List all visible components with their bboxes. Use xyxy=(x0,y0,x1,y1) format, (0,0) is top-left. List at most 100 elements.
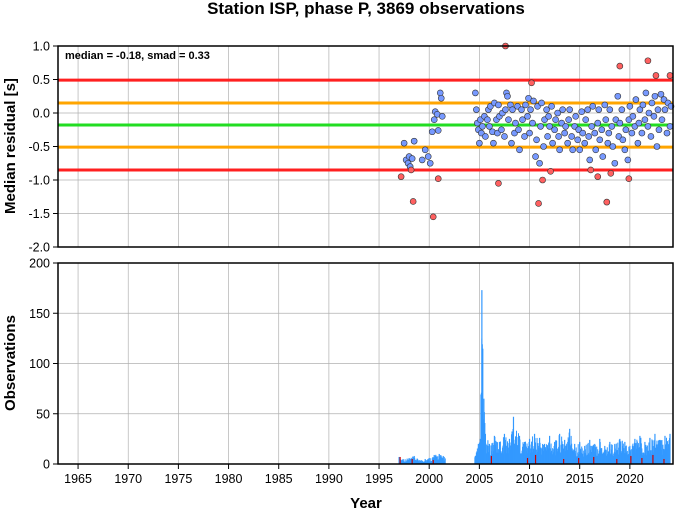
residual-point xyxy=(438,113,446,120)
residual-point xyxy=(437,94,445,102)
residual-point xyxy=(486,123,493,130)
residual-point xyxy=(495,101,502,109)
residual-point xyxy=(566,106,573,113)
residual-point xyxy=(589,103,597,110)
residual-point xyxy=(544,133,551,140)
residual-point xyxy=(569,146,576,154)
residual-point xyxy=(564,139,571,147)
residual-point xyxy=(407,166,415,174)
residual-point xyxy=(629,113,637,120)
residual-point xyxy=(428,128,436,136)
residual-point xyxy=(608,123,616,130)
residual-point xyxy=(578,108,586,115)
residual-point xyxy=(595,106,603,113)
top-panel-points xyxy=(397,42,675,221)
residual-point xyxy=(625,175,633,182)
bottom-y-tick-label: 200 xyxy=(29,257,50,271)
residual-point xyxy=(518,106,525,113)
residual-point xyxy=(601,101,609,109)
top-y-tick-label: 0.5 xyxy=(33,73,50,87)
residual-point xyxy=(632,96,640,103)
residual-point xyxy=(639,101,647,109)
residual-point xyxy=(635,119,643,127)
x-tick-label: 2000 xyxy=(415,472,443,486)
residual-point xyxy=(628,129,636,137)
residual-point xyxy=(614,92,622,100)
residual-point xyxy=(508,139,515,147)
residual-point xyxy=(579,129,587,137)
chart-title: Station ISP, phase P, 3869 observations xyxy=(207,0,525,18)
residual-point xyxy=(621,146,629,154)
residual-point xyxy=(611,159,619,167)
top-y-axis-label: Median residual [s] xyxy=(2,78,19,214)
residual-point xyxy=(551,126,558,134)
x-tick-label: 2005 xyxy=(465,472,493,486)
residual-point xyxy=(657,90,665,98)
residual-point xyxy=(473,106,480,113)
residual-point xyxy=(525,94,532,102)
x-tick-label: 1990 xyxy=(315,472,343,486)
residual-point xyxy=(509,106,516,113)
residual-point xyxy=(584,106,592,113)
bottom-panel-grid xyxy=(58,262,673,465)
residual-point xyxy=(426,159,434,167)
residual-point xyxy=(476,139,483,147)
residual-point xyxy=(576,146,583,154)
residual-point xyxy=(482,133,489,140)
residual-point xyxy=(582,116,590,123)
residual-point xyxy=(661,106,669,113)
residual-point xyxy=(594,119,602,127)
top-y-tick-label: -1.5 xyxy=(28,207,50,221)
residual-point xyxy=(565,116,572,123)
residual-point xyxy=(429,213,437,221)
residual-point xyxy=(572,113,579,120)
residual-point xyxy=(599,153,607,160)
residual-point xyxy=(554,109,561,117)
bottom-y-tick-label: 150 xyxy=(29,307,50,321)
residual-point xyxy=(521,133,528,140)
residual-point xyxy=(585,133,593,140)
residual-point xyxy=(666,123,674,130)
residual-point xyxy=(543,106,550,113)
residual-point xyxy=(504,92,511,100)
residual-point xyxy=(532,153,539,160)
residual-point xyxy=(529,119,536,127)
x-tick-label: 2015 xyxy=(566,472,594,486)
residual-point xyxy=(527,106,534,113)
residual-point xyxy=(421,146,429,154)
residual-point xyxy=(530,97,537,105)
residual-point xyxy=(562,123,569,130)
residual-point xyxy=(651,92,659,100)
residual-point xyxy=(634,139,642,147)
residual-point xyxy=(642,89,650,97)
residual-point xyxy=(515,126,522,134)
residual-point xyxy=(528,79,535,87)
residual-point xyxy=(561,129,568,137)
residual-point xyxy=(650,113,658,120)
residual-point xyxy=(538,99,545,107)
residual-point xyxy=(537,123,544,130)
bottom-y-axis-label: Observations xyxy=(2,315,19,411)
top-panel-reference-lines xyxy=(58,78,673,172)
residual-point xyxy=(495,180,502,187)
residual-point xyxy=(434,175,442,182)
residual-point xyxy=(645,109,653,117)
residual-point xyxy=(484,116,491,123)
residual-point xyxy=(626,103,634,110)
residual-point xyxy=(522,101,529,109)
residual-point xyxy=(591,129,599,137)
residual-point xyxy=(607,170,615,177)
top-y-tick-label: 0.0 xyxy=(33,107,50,121)
residual-point xyxy=(622,126,630,134)
residual-point xyxy=(472,89,479,97)
residual-point xyxy=(546,123,553,130)
bottom-y-tick-label: 100 xyxy=(29,357,50,371)
x-axis-label: Year xyxy=(350,495,382,511)
residual-point xyxy=(658,116,666,123)
residual-point xyxy=(618,106,626,113)
residual-point xyxy=(602,116,610,123)
residual-point xyxy=(536,159,543,167)
residual-point xyxy=(434,127,442,134)
residual-point xyxy=(418,156,426,164)
residual-point xyxy=(609,143,617,150)
